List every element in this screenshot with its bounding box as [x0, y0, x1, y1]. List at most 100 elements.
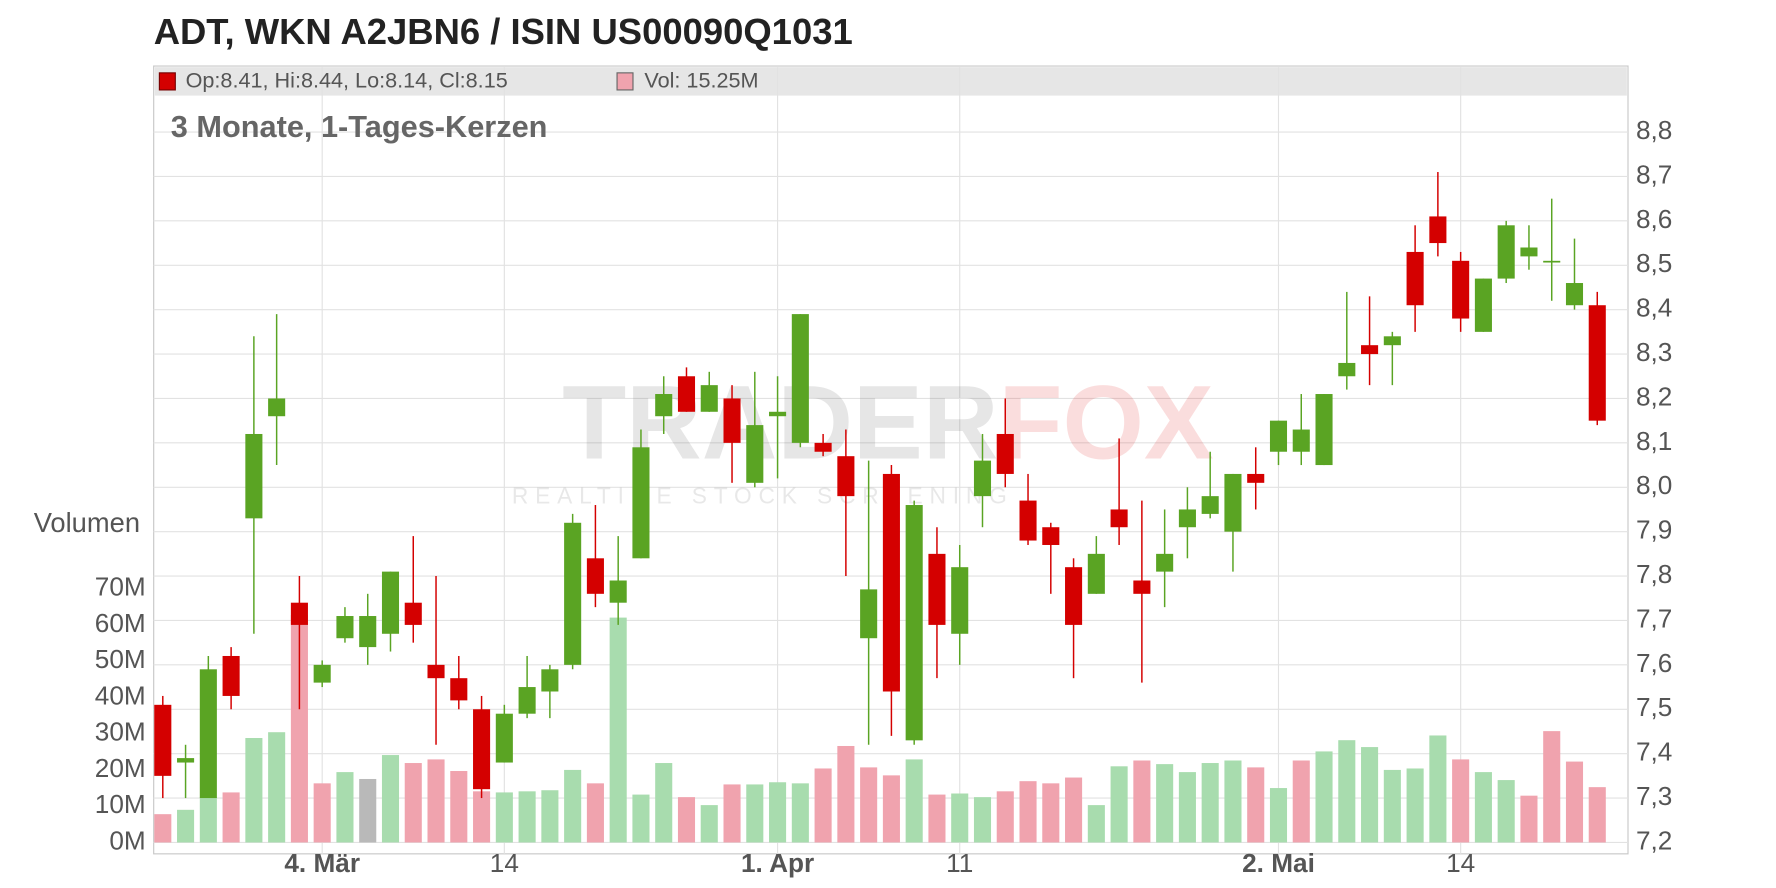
legend-band — [154, 67, 1627, 96]
volume-bar — [1156, 764, 1174, 843]
candle-body — [814, 442, 832, 452]
volume-tick-label: 20M — [95, 753, 146, 783]
candle-body — [655, 394, 673, 417]
volume-bar — [1087, 805, 1105, 843]
candle-body — [473, 709, 491, 790]
candle-body — [632, 447, 650, 559]
volume-bar — [814, 768, 832, 843]
volume-bar — [1065, 777, 1083, 843]
y-tick-label: 8,4 — [1636, 293, 1672, 323]
volume-bar — [1224, 760, 1242, 843]
candle-body — [928, 553, 946, 625]
volume-bar — [1452, 759, 1470, 843]
volume-tick-label: 0M — [109, 825, 145, 855]
volume-bar — [290, 615, 308, 843]
candle-body — [336, 616, 354, 639]
candle-body — [1452, 260, 1470, 319]
candle-body — [1361, 345, 1379, 355]
y-tick-label: 8,6 — [1636, 204, 1672, 234]
legend-ohlc: Op:8.41, Hi:8.44, Lo:8.14, Cl:8.15 — [186, 68, 508, 93]
candle-body — [1133, 580, 1151, 594]
volume-bar — [381, 755, 400, 843]
legend-swatch — [158, 72, 176, 91]
candle-body — [313, 664, 331, 683]
candle-body — [245, 433, 263, 519]
volume-bar — [723, 784, 741, 843]
candle-body — [495, 713, 513, 763]
volume-bar — [655, 763, 673, 843]
volume-bar — [1406, 768, 1424, 843]
y-tick-label: 7,7 — [1636, 603, 1672, 633]
volume-bar — [359, 778, 377, 843]
volume-bar — [769, 782, 787, 843]
candle-body — [450, 678, 468, 701]
volume-bar — [1019, 781, 1037, 843]
volume-bar — [495, 792, 513, 843]
volume-bar — [791, 783, 809, 843]
volume-bar — [268, 732, 286, 843]
candle-body — [677, 376, 696, 412]
volume-bar — [427, 759, 445, 843]
volume-bar — [1588, 787, 1606, 843]
candle-body — [746, 425, 764, 483]
volume-bar — [154, 814, 172, 843]
volume-tick-label: 50M — [95, 644, 146, 674]
candle-body — [1156, 553, 1174, 572]
y-tick-label: 8,5 — [1636, 248, 1672, 278]
x-tick-label: 4. Mär — [284, 848, 360, 878]
y-tick-label: 7,6 — [1636, 648, 1672, 678]
y-tick-label: 8,8 — [1636, 115, 1672, 145]
volume-tick-label: 10M — [95, 789, 146, 819]
candle-body — [1110, 509, 1128, 528]
volume-bar — [609, 617, 627, 843]
candle-body — [222, 655, 240, 696]
volume-bar — [1201, 763, 1219, 843]
volume-bar — [1338, 740, 1356, 843]
watermark-part: FOX — [999, 364, 1214, 481]
volume-bar — [860, 767, 878, 843]
volume-bar — [1543, 731, 1561, 843]
volume-bar — [245, 738, 263, 843]
candle-body — [541, 669, 559, 692]
volume-bar — [700, 805, 718, 843]
candle-body — [1315, 394, 1333, 466]
volume-bar — [677, 797, 696, 843]
y-tick-label: 8,0 — [1636, 470, 1672, 500]
candle-body — [951, 567, 969, 634]
candle-body — [199, 669, 217, 799]
marks — [154, 172, 1606, 843]
candle-body — [564, 522, 582, 665]
candle-body — [996, 433, 1014, 474]
candle-body — [518, 687, 536, 714]
volume-bar — [996, 791, 1014, 843]
volume-bar — [746, 784, 764, 843]
volume-tick-label: 40M — [95, 680, 146, 710]
candle-body — [1429, 216, 1447, 244]
chart-title: ADT, WKN A2JBN6 / ISIN US00090Q1031 — [154, 11, 853, 52]
candle-body — [1087, 553, 1105, 594]
candle-body — [1543, 260, 1561, 263]
volume-bar — [837, 745, 855, 843]
candle-body — [1019, 500, 1037, 541]
volume-bar — [1269, 788, 1288, 843]
x-tick-label: 14 — [1446, 848, 1475, 878]
candle-body — [154, 704, 172, 776]
y-tick-label: 7,4 — [1636, 737, 1672, 767]
candle-body — [381, 571, 400, 634]
candle-body — [1497, 225, 1515, 279]
volume-tick-label: 30M — [95, 717, 146, 747]
candle-body — [1247, 473, 1265, 483]
candle-body — [1520, 247, 1538, 257]
volume-bar — [1247, 767, 1265, 843]
candle-body — [1338, 362, 1356, 377]
candle-body — [1565, 283, 1584, 306]
watermark-logo: TRADERFOX — [562, 364, 1214, 481]
volume-bar — [1520, 795, 1538, 843]
watermark: TRADERFOX REALTIME STOCK SCREENING — [512, 364, 1214, 509]
volume-bar — [928, 794, 946, 843]
candle-body — [1269, 420, 1288, 452]
volume-bar — [951, 793, 969, 843]
candle-body — [860, 589, 878, 639]
volume-bar — [1497, 780, 1515, 843]
volume-bar — [632, 794, 650, 843]
